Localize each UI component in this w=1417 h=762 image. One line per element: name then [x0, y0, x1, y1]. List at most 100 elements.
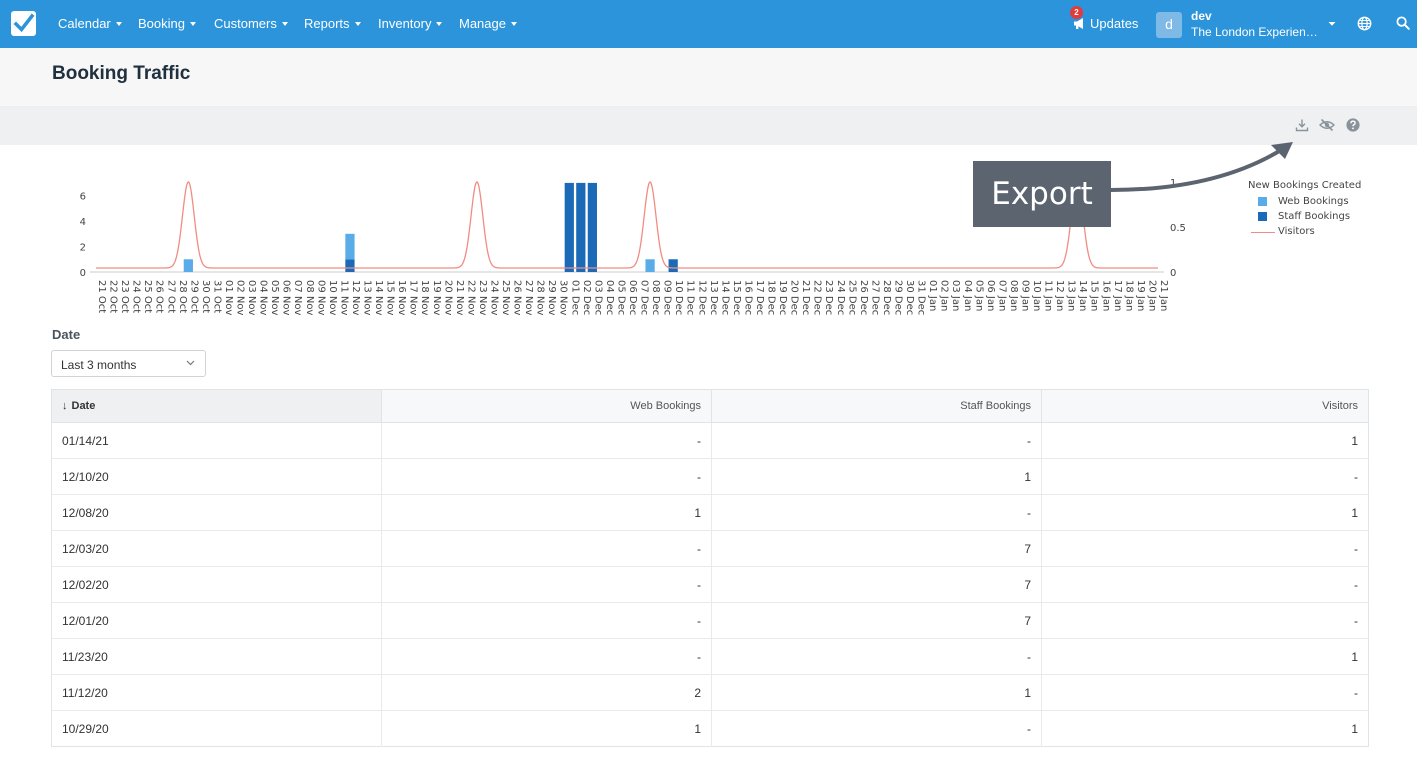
legend-swatch-staff [1258, 212, 1267, 221]
date-filter-label: Date [52, 327, 81, 342]
cell-web-bookings: 1 [381, 494, 712, 531]
user-name[interactable]: dev [1191, 9, 1212, 23]
x-tick-label: 12 Jan [1054, 280, 1065, 311]
cell-web-bookings: 2 [381, 674, 712, 711]
help-icon[interactable] [1346, 118, 1360, 132]
x-tick-label: 21 Oct [96, 280, 107, 313]
cell-visitors: 1 [1041, 494, 1369, 531]
x-tick-label: 17 Jan [1112, 280, 1123, 311]
x-tick-label: 01 Dec [569, 280, 580, 315]
booking-traffic-table: ↓ Date Web Bookings Staff Bookings Visito… [51, 389, 1369, 747]
legend-item-visitors[interactable]: Visitors [1248, 225, 1361, 240]
nav-booking[interactable]: Booking [138, 16, 196, 31]
table-row: 11/23/20- -1 [51, 638, 1369, 675]
chevron-down-icon[interactable] [1328, 21, 1336, 27]
cell-visitors: - [1041, 458, 1369, 495]
x-tick-label: 03 Dec [592, 280, 603, 315]
nav-reports[interactable]: Reports [304, 16, 361, 31]
updates-label: Updates [1090, 16, 1139, 31]
x-tick-label: 10 Nov [327, 280, 338, 316]
cell-web-bookings: 1 [381, 710, 712, 747]
x-tick-label: 25 Oct [142, 280, 153, 313]
legend-label-visitors: Visitors [1278, 226, 1315, 237]
x-tick-label: 22 Nov [465, 280, 476, 316]
date-range-value: Last 3 months [61, 358, 137, 372]
x-tick-label: 20 Dec [789, 280, 800, 315]
cell-staff-bookings: 7 [711, 566, 1042, 603]
user-company[interactable]: The London Experience Ltd [1191, 25, 1323, 39]
nav-booking-label: Booking [138, 16, 185, 31]
legend-item-staff-bookings[interactable]: Staff Bookings [1248, 210, 1361, 225]
x-tick-label: 09 Dec [662, 280, 673, 315]
x-tick-label: 03 Nov [246, 280, 257, 316]
staff-bookings-bar [587, 182, 597, 272]
x-tick-label: 02 Jan [939, 280, 950, 311]
cell-web-bookings: - [381, 566, 712, 603]
x-tick-label: 19 Dec [777, 280, 788, 315]
y-right-tick-label: 1 [1170, 178, 1176, 189]
x-tick-label: 15 Dec [731, 280, 742, 315]
x-tick-label: 11 Nov [338, 280, 349, 316]
globe-icon[interactable] [1357, 16, 1372, 31]
column-header-visitors[interactable]: Visitors [1041, 389, 1369, 423]
nav-customers[interactable]: Customers [214, 16, 288, 31]
table-row: 01/14/21- -1 [51, 422, 1369, 459]
x-tick-label: 14 Jan [1077, 280, 1088, 311]
column-header-date[interactable]: ↓ Date [51, 389, 382, 423]
x-tick-label: 18 Dec [766, 280, 777, 315]
x-tick-label: 10 Dec [673, 280, 684, 315]
table-body: 01/14/21- -1 12/10/20-1-12/08/20 1-1 12/03/2… [51, 422, 1369, 747]
x-tick-label: 09 Nov [315, 280, 326, 316]
cell-staff-bookings: - [711, 710, 1042, 747]
staff-bookings-bar [564, 182, 574, 272]
x-tick-label: 29 Nov [546, 280, 557, 316]
nav-calendar[interactable]: Calendar [58, 16, 122, 31]
download-icon[interactable] [1295, 118, 1309, 132]
x-tick-label: 03 Jan [950, 280, 961, 311]
x-tick-label: 05 Jan [973, 280, 984, 311]
avatar[interactable]: d [1156, 12, 1182, 38]
legend-label-web: Web Bookings [1278, 196, 1349, 207]
nav-manage[interactable]: Manage [459, 16, 517, 31]
cell-staff-bookings: 7 [711, 602, 1042, 639]
x-tick-label: 16 Nov [396, 280, 407, 316]
cell-date: 10/29/20 [51, 710, 382, 747]
callout-arrow-icon [1110, 142, 1293, 192]
legend-swatch-visitors [1251, 232, 1275, 233]
updates-button[interactable]: 2 Updates [1070, 6, 1139, 31]
x-tick-label: 13 Nov [362, 280, 373, 316]
nav-inventory[interactable]: Inventory [378, 16, 443, 31]
cell-visitors: 1 [1351, 721, 1358, 736]
x-tick-label: 18 Nov [419, 280, 430, 316]
x-tick-label: 09 Jan [1019, 280, 1030, 311]
nav-customers-label: Customers [214, 16, 277, 31]
column-header-web-bookings[interactable]: Web Bookings [381, 389, 712, 423]
visitors-line [96, 181, 1158, 269]
cell-web-bookings: - [381, 422, 712, 459]
search-icon[interactable] [1396, 16, 1410, 30]
x-tick-label: 26 Dec [858, 280, 869, 315]
checkbox-logo-icon[interactable] [11, 11, 36, 36]
x-tick-label: 04 Jan [962, 280, 973, 311]
x-tick-label: 12 Nov [350, 280, 361, 316]
cell-visitors: 1 [1041, 422, 1369, 459]
date-range-select[interactable]: Last 3 months [51, 350, 206, 377]
legend-item-web-bookings[interactable]: Web Bookings [1248, 195, 1361, 210]
x-tick-label: 20 Nov [442, 280, 453, 316]
x-tick-label: 02 Dec [581, 280, 592, 315]
column-header-staff-bookings[interactable]: Staff Bookings [711, 389, 1042, 423]
report-toolbar [0, 107, 1417, 145]
x-tick-label: 08 Dec [650, 280, 661, 315]
x-tick-label: 27 Dec [869, 280, 880, 315]
y-left-tick-label: 4 [80, 217, 86, 228]
cell-web-bookings: - [381, 530, 712, 567]
x-tick-label: 07 Jan [996, 280, 1007, 311]
y-right-tick-label: 0.5 [1170, 223, 1186, 234]
x-tick-label: 07 Dec [639, 280, 650, 315]
cell-visitors: - [1041, 530, 1369, 567]
cell-date: 11/23/20 [51, 638, 382, 675]
eye-off-icon[interactable] [1319, 118, 1335, 132]
x-tick-label: 26 Nov [512, 280, 523, 316]
cell-date: 01/14/21 [51, 422, 382, 459]
